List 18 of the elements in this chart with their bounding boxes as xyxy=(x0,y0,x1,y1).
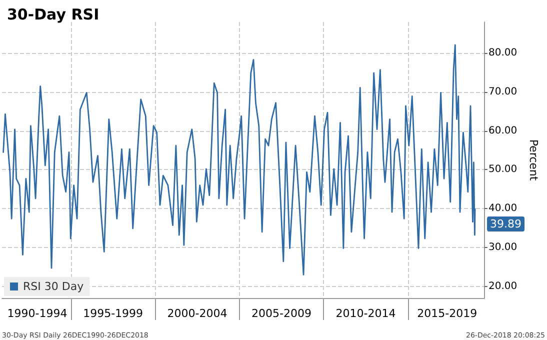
x-tick-label: 1990-1994 xyxy=(7,307,68,320)
legend-label: RSI 30 Day xyxy=(23,280,84,293)
x-tick-label: 2000-2004 xyxy=(167,307,228,320)
x-tick-label: 2010-2014 xyxy=(336,307,396,320)
y-tick-label: 80.00 xyxy=(488,48,518,59)
y-tick-label: 70.00 xyxy=(488,86,518,98)
y-tick-label: 50.00 xyxy=(488,164,518,176)
x-tick-label: 1995-1999 xyxy=(83,307,144,320)
y-tick-label: 60.00 xyxy=(488,125,518,136)
line-series xyxy=(2,44,476,276)
data-label: 39.89 xyxy=(490,218,522,231)
x-tick-label: 2015-2019 xyxy=(417,307,478,320)
chart-title: 30-Day RSI xyxy=(7,6,100,24)
y-tick-label: 20.00 xyxy=(488,280,518,292)
x-tick-label: 2005-2009 xyxy=(252,307,312,320)
y-tick-label: 40.00 xyxy=(488,203,518,214)
y-axis-title: Percent xyxy=(527,139,540,182)
y-tick-label: 30.00 xyxy=(488,242,518,253)
